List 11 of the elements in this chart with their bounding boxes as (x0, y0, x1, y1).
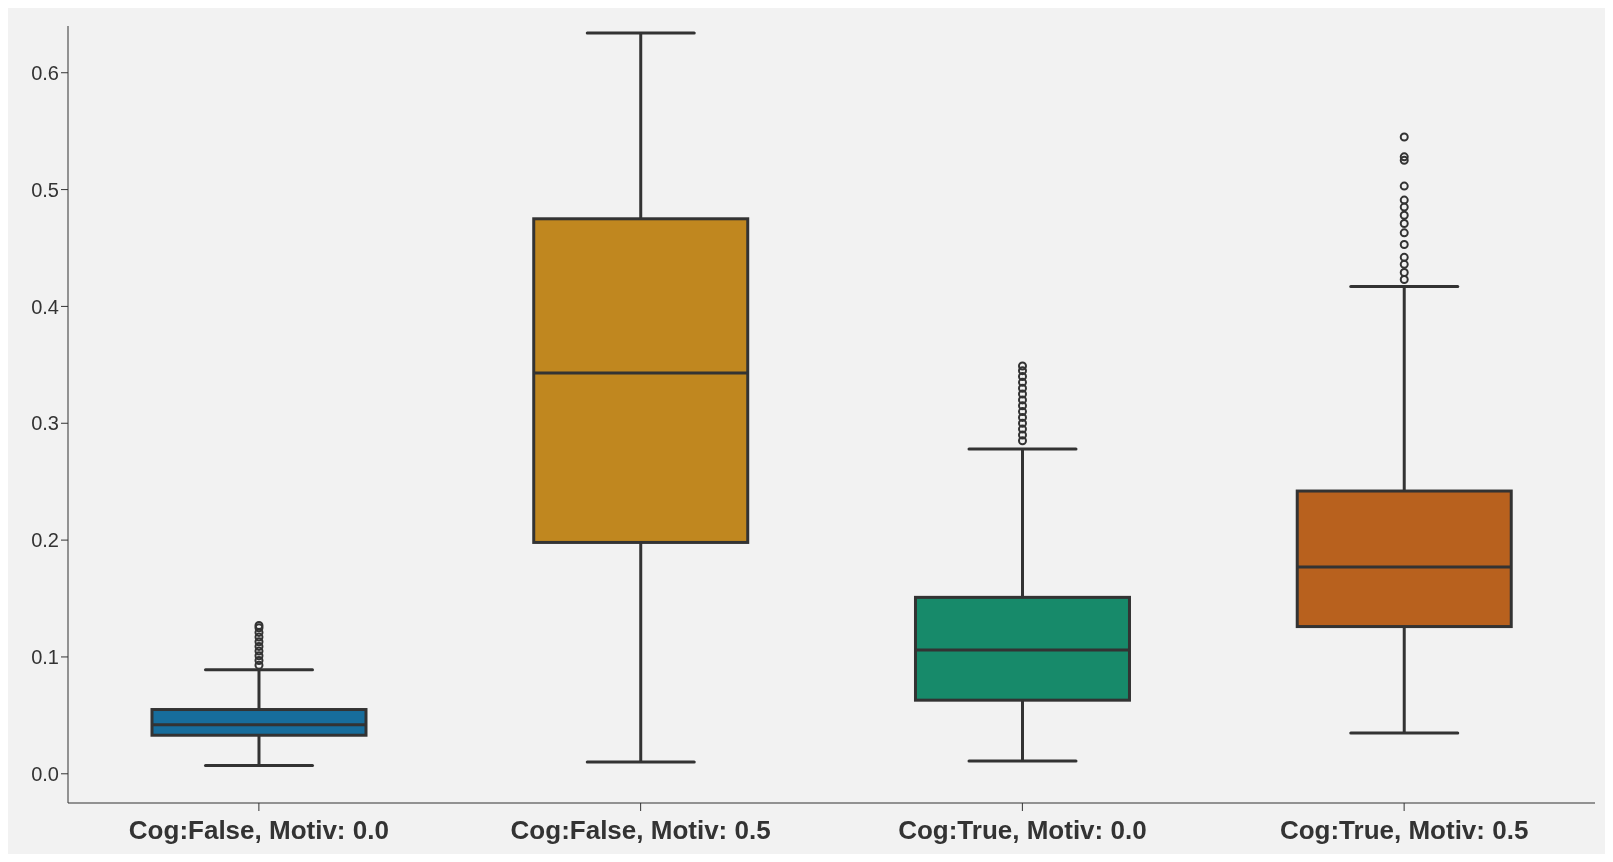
x-tick-label: Cog:True, Motiv: 0.0 (898, 815, 1147, 846)
x-tick-label: Cog:False, Motiv: 0.5 (510, 815, 771, 846)
x-tick-label: Cog:True, Motiv: 0.5 (1279, 815, 1529, 846)
y-tick-label: 0.1 (31, 646, 59, 669)
y-tick-label: 0.0 (31, 762, 59, 785)
y-tick-label: 0.5 (31, 178, 59, 201)
x-tick-label: Cog:False, Motiv: 0.0 (128, 815, 389, 846)
y-tick-label: 0.4 (31, 295, 59, 318)
y-tick-label: 0.3 (31, 412, 59, 435)
y-tick-label: 0.2 (31, 529, 59, 552)
y-tick-label: 0.6 (31, 61, 59, 84)
